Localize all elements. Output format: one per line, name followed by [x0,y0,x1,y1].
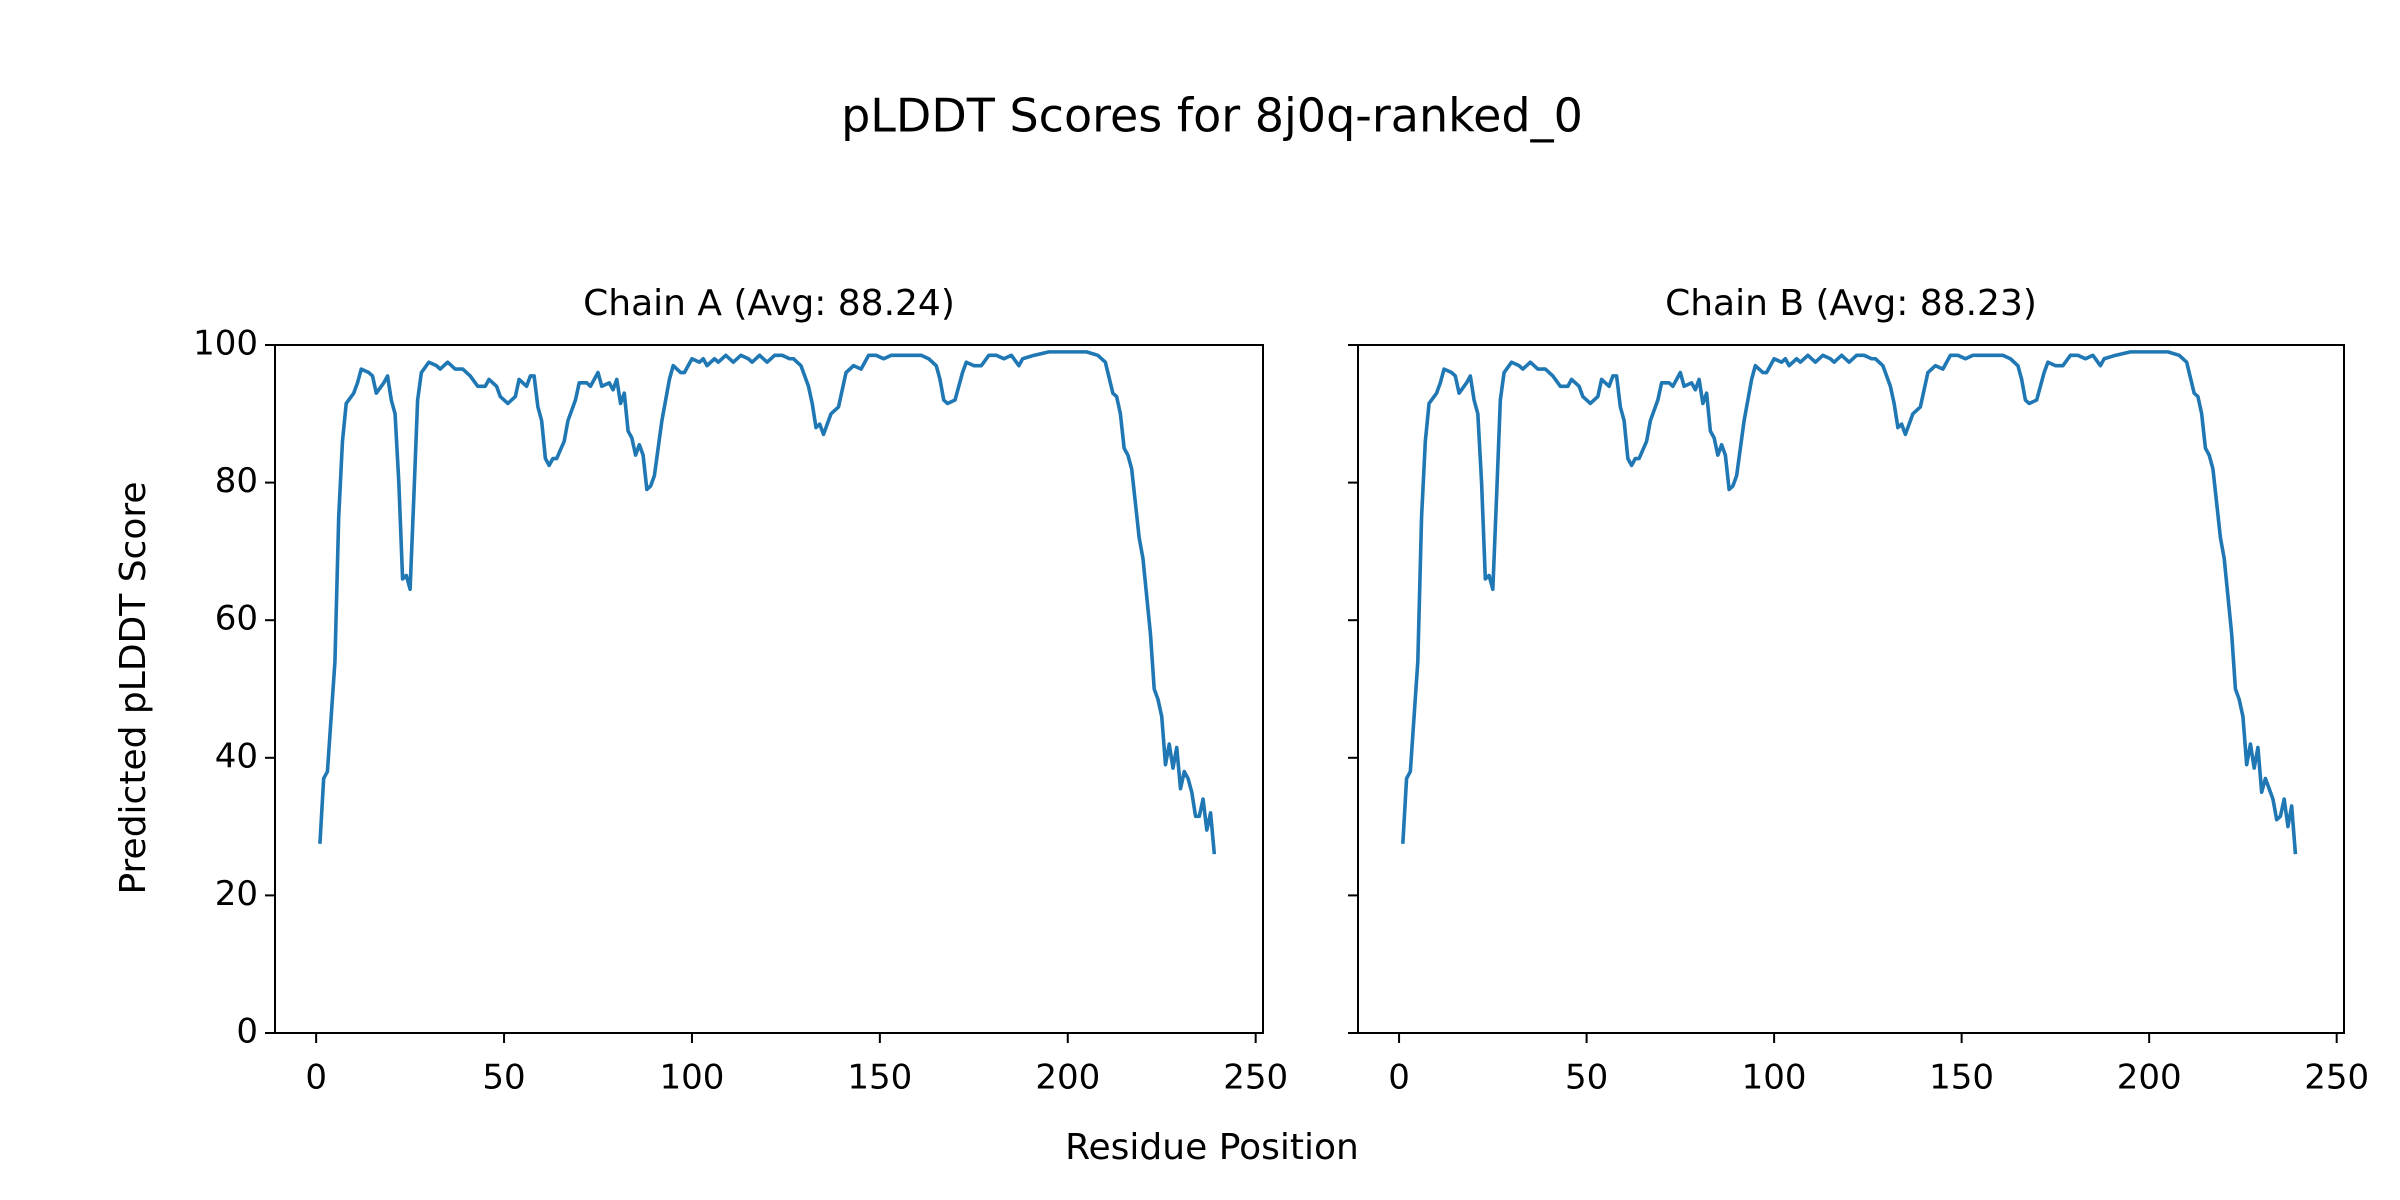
x-tick-label: 250 [2304,1058,2369,1098]
y-tick-label: 100 [193,324,258,364]
y-tick-label: 80 [215,461,258,501]
x-tick-label: 150 [847,1058,912,1098]
x-tick-label: 50 [1565,1058,1608,1098]
subplot-title: Chain A (Avg: 88.24) [583,283,955,324]
y-tick-label: 60 [215,599,258,639]
axes-frame [274,344,1264,1034]
subplot-title: Chain B (Avg: 88.23) [1665,283,2037,324]
y-axis-label: Predicted pLDDT Score [113,481,154,894]
x-tick-label: 200 [2117,1058,2182,1098]
figure-title: pLDDT Scores for 8j0q-ranked_0 [841,89,1583,143]
x-tick-label: 0 [305,1058,327,1098]
y-tick-label: 40 [215,736,258,776]
x-axis-label: Residue Position [1065,1127,1359,1168]
x-tick-label: 50 [482,1058,525,1098]
x-tick-label: 150 [1929,1058,1994,1098]
series-line [1401,350,2298,855]
x-tick-label: 200 [1035,1058,1100,1098]
x-tick-label: 100 [1742,1058,1807,1098]
y-tick-label: 0 [236,1012,258,1052]
y-tick-label: 20 [215,874,258,914]
x-tick-label: 0 [1388,1058,1410,1098]
series-line [318,350,1217,855]
axes-frame [1357,344,2345,1034]
x-tick-label: 100 [660,1058,725,1098]
x-tick-label: 250 [1223,1058,1288,1098]
